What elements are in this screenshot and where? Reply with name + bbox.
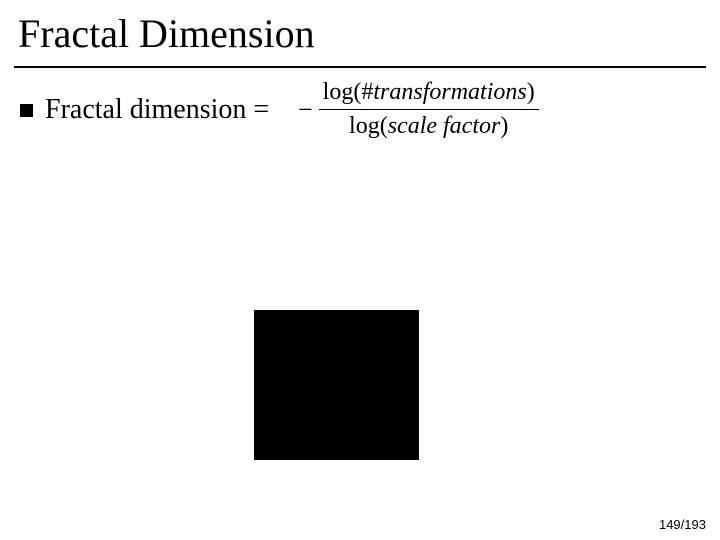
page-title: Fractal Dimension <box>18 10 315 57</box>
formula-denominator: log(scale factor) <box>345 112 512 141</box>
formula: − log(#transformations) log(scale factor… <box>298 78 539 141</box>
bullet-item: Fractal dimension = <box>20 94 269 126</box>
page-current: 149 <box>659 517 681 532</box>
numerator-close-paren: ) <box>527 79 535 105</box>
title-underline <box>14 66 706 68</box>
fraction-bar <box>319 109 539 111</box>
denominator-open-paren: ( <box>380 113 388 139</box>
formula-numerator: log(#transformations) <box>319 78 539 107</box>
denominator-var: scale factor <box>388 113 501 139</box>
black-square <box>254 310 419 460</box>
formula-fraction: log(#transformations) log(scale factor) <box>319 78 539 141</box>
formula-sign: − <box>298 95 313 125</box>
bullet-marker-icon <box>20 104 33 117</box>
denominator-log: log <box>349 113 380 139</box>
numerator-var: transformations <box>373 79 526 105</box>
denominator-close-paren: ) <box>500 113 508 139</box>
numerator-log: log <box>323 79 354 105</box>
page-number: 149/193 <box>659 517 706 532</box>
numerator-hash: # <box>361 79 373 105</box>
page-total: 193 <box>684 517 706 532</box>
bullet-text: Fractal dimension = <box>45 94 269 126</box>
slide: Fractal Dimension Fractal dimension = − … <box>0 0 720 540</box>
